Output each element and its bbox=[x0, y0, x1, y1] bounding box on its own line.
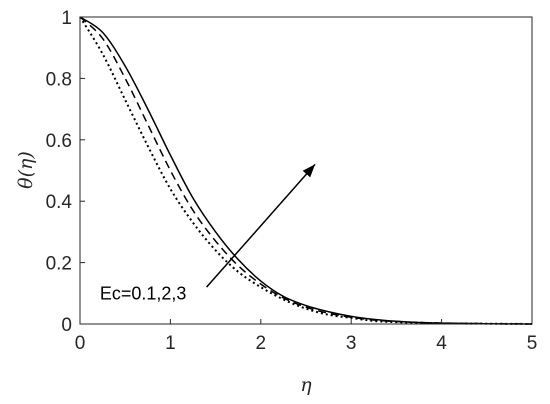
tick-layer: 0 1 2 3 4 5 0 0.2 0.4 0.6 0.8 1 bbox=[46, 8, 538, 354]
series-line-solid bbox=[79, 16, 533, 325]
y-axis-label: θ(η) bbox=[15, 151, 37, 189]
x-tick-label: 5 bbox=[527, 333, 538, 354]
x-tick-label: 0 bbox=[75, 333, 86, 354]
y-tick-label: 0.2 bbox=[46, 254, 72, 275]
arrow-layer bbox=[205, 163, 316, 288]
x-tick-label: 4 bbox=[436, 333, 447, 354]
series-line-dotted bbox=[79, 16, 533, 325]
series-line-dashed bbox=[79, 16, 533, 325]
series-layer bbox=[79, 16, 533, 325]
x-tick-label: 1 bbox=[165, 333, 176, 354]
x-tick-label: 3 bbox=[346, 333, 357, 354]
arrow-shaft bbox=[205, 163, 316, 288]
arrow-head bbox=[302, 164, 316, 178]
y-tick-label: 0 bbox=[61, 315, 72, 336]
axes-box bbox=[79, 16, 533, 325]
y-tick-label: 0.6 bbox=[46, 131, 72, 152]
y-tick-label: 0.4 bbox=[46, 192, 73, 213]
annotation-label: Ec=0.1,2,3 bbox=[100, 283, 187, 303]
y-tick-label: 1 bbox=[61, 8, 72, 29]
y-tick-label: 0.8 bbox=[46, 69, 72, 90]
x-axis-label: η bbox=[300, 374, 312, 396]
x-tick-label: 2 bbox=[256, 333, 267, 354]
